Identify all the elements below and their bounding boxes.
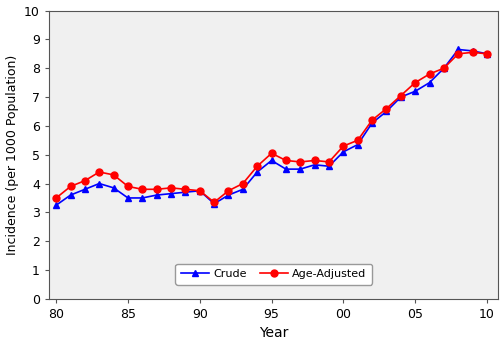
Age-Adjusted: [125, 184, 131, 189]
Crude: [426, 81, 432, 85]
Age-Adjusted: [110, 173, 116, 177]
Crude: [326, 164, 332, 168]
Age-Adjusted: [311, 158, 318, 163]
Crude: [254, 170, 260, 174]
Crude: [182, 190, 188, 194]
Crude: [139, 196, 145, 200]
Age-Adjusted: [53, 196, 59, 200]
Age-Adjusted: [484, 52, 490, 56]
Age-Adjusted: [82, 179, 88, 183]
Crude: [269, 158, 275, 163]
Crude: [240, 187, 246, 191]
Crude: [311, 163, 318, 167]
Legend: Crude, Age-Adjusted: Crude, Age-Adjusted: [175, 264, 372, 285]
Age-Adjusted: [139, 187, 145, 191]
Crude: [355, 143, 361, 147]
Age-Adjusted: [441, 66, 447, 70]
Age-Adjusted: [182, 187, 188, 191]
Crude: [412, 89, 418, 93]
Line: Age-Adjusted: Age-Adjusted: [53, 49, 490, 206]
Crude: [96, 181, 102, 185]
Crude: [484, 52, 490, 56]
Crude: [110, 186, 116, 190]
Age-Adjusted: [197, 189, 203, 193]
Age-Adjusted: [369, 118, 375, 122]
Crude: [68, 193, 74, 197]
Crude: [369, 121, 375, 125]
Age-Adjusted: [412, 81, 418, 85]
Crude: [398, 95, 404, 99]
Crude: [82, 187, 88, 191]
Crude: [225, 193, 231, 197]
Crude: [297, 167, 303, 171]
Age-Adjusted: [154, 187, 160, 191]
Age-Adjusted: [254, 164, 260, 168]
Line: Crude: Crude: [53, 46, 490, 209]
Crude: [211, 202, 217, 206]
Age-Adjusted: [455, 52, 461, 56]
Age-Adjusted: [225, 189, 231, 193]
Age-Adjusted: [398, 93, 404, 98]
Crude: [168, 192, 174, 196]
Age-Adjusted: [168, 186, 174, 190]
Crude: [455, 47, 461, 52]
Age-Adjusted: [384, 107, 390, 111]
Crude: [53, 203, 59, 207]
Age-Adjusted: [355, 138, 361, 142]
Age-Adjusted: [211, 200, 217, 204]
Crude: [340, 150, 346, 154]
Age-Adjusted: [68, 184, 74, 189]
Age-Adjusted: [470, 50, 476, 54]
Age-Adjusted: [340, 144, 346, 148]
Age-Adjusted: [269, 151, 275, 155]
Age-Adjusted: [96, 170, 102, 174]
Age-Adjusted: [326, 160, 332, 164]
Crude: [470, 49, 476, 53]
Age-Adjusted: [426, 72, 432, 76]
Crude: [125, 196, 131, 200]
Age-Adjusted: [283, 158, 289, 163]
Crude: [441, 66, 447, 70]
Crude: [197, 189, 203, 193]
Crude: [283, 167, 289, 171]
X-axis label: Year: Year: [259, 326, 288, 340]
Crude: [384, 109, 390, 113]
Y-axis label: Incidence (per 1000 Population): Incidence (per 1000 Population): [6, 55, 19, 255]
Crude: [154, 193, 160, 197]
Age-Adjusted: [297, 160, 303, 164]
Age-Adjusted: [240, 181, 246, 185]
